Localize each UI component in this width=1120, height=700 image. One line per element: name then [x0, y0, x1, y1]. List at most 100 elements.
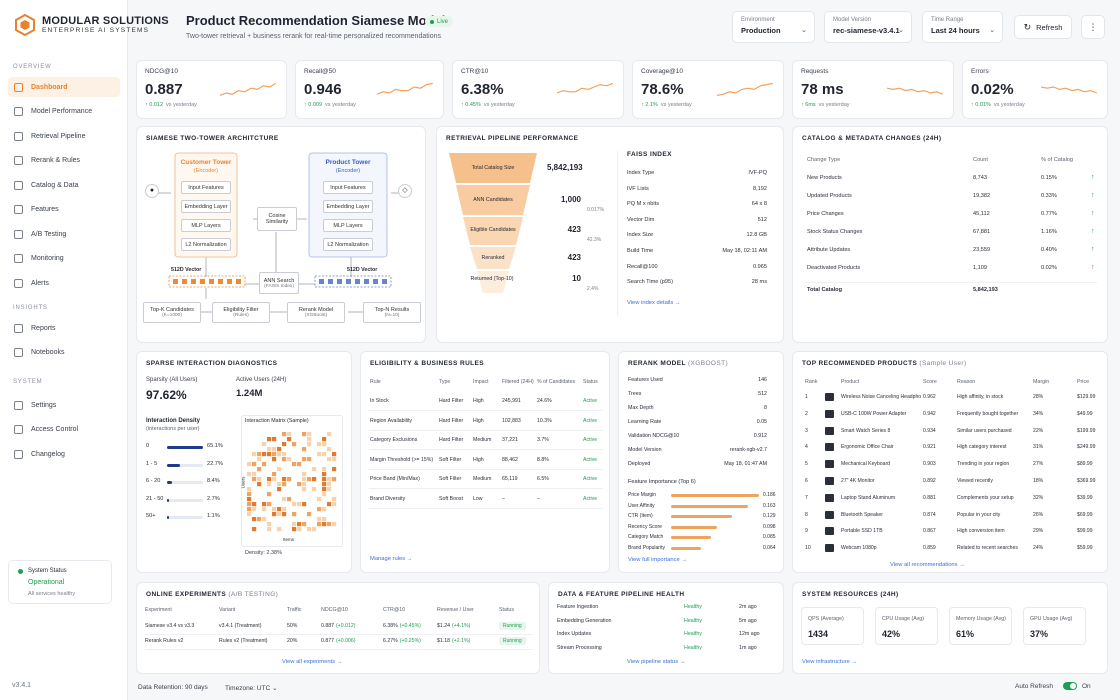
matrix-cell: [307, 477, 312, 482]
active-users-label: Active Users (24H): [236, 377, 287, 383]
rules-header: Filtered (24H): [502, 379, 534, 385]
matrix-cell: [262, 502, 267, 507]
user-icon: ●: [145, 184, 159, 198]
sparse-panel: SPARSE INTERACTION DIAGNOSTICS Sparsity …: [136, 351, 352, 573]
ann-search-subtitle: (FAISS Index): [264, 283, 294, 289]
refresh-button[interactable]: ↻ Refresh: [1014, 15, 1072, 39]
matrix-cell: [287, 437, 292, 442]
rerank-stat-key: Validation NDCG@10: [628, 433, 680, 439]
data-retention: Data Retention: 90 days: [138, 684, 208, 691]
top-product-cell: Portable SSD 1TB: [841, 528, 883, 535]
kpi-delta: ↑ 0.009 vs yesterday: [304, 102, 356, 108]
nav-item-retrieval-pipeline[interactable]: Retrieval Pipeline: [8, 126, 120, 146]
rule-cell: –: [537, 495, 540, 502]
density-bin-label: 21 - 50: [146, 495, 164, 502]
nav-item-a-b-testing[interactable]: A/B Testing: [8, 224, 120, 244]
manage-rules-label: Manage rules: [370, 556, 406, 562]
matrix-cell: [257, 482, 262, 487]
view-infrastructure-link[interactable]: View infrastructure →: [802, 659, 857, 665]
more-options-button[interactable]: ⋮: [1081, 15, 1105, 39]
nav-item-access-control[interactable]: Access Control: [8, 420, 120, 440]
nav-item-catalog-data[interactable]: Catalog & Data: [8, 175, 120, 195]
kpi-sparkline: [717, 82, 773, 96]
top-product-cell: Wireless Noise Canceling Headphones: [841, 394, 921, 400]
experiment-traffic: 50%: [287, 623, 298, 629]
top-products-header: Reason: [957, 379, 976, 385]
trend-arrow-icon: ↑: [1091, 192, 1095, 199]
brand-name: MODULAR SOLUTIONS: [42, 15, 169, 27]
kpi-card-0: NDCG@10 0.887 ↑ 0.012 vs yesterday: [136, 60, 287, 119]
top-products-title: TOP RECOMMENDED PRODUCTS (Sample User): [802, 360, 967, 367]
rerank-stat-key: Learning Rate: [628, 419, 662, 425]
density-subtitle: (interactions per user): [146, 426, 200, 432]
matrix-cell: [297, 482, 302, 487]
refresh-icon: ↻: [1023, 21, 1032, 32]
insights-label: Reports: [31, 324, 56, 332]
view-pipeline-status-link[interactable]: View pipeline status →: [627, 659, 686, 665]
view-index-details-link[interactable]: View index details →: [627, 300, 681, 306]
model-version-select[interactable]: Model Version rec-siamese-v3.4.1 ⌄: [824, 11, 912, 43]
matrix-cell: [302, 432, 307, 437]
matrix-cell: [272, 472, 277, 477]
environment-select[interactable]: Environment Production ⌄: [732, 11, 815, 43]
pipeline-stage: Index Updates: [557, 631, 592, 637]
time-range-select[interactable]: Time Range Last 24 hours ⌄: [922, 11, 1003, 43]
resource-label: Memory Usage (Avg): [956, 616, 1006, 622]
matrix-cell: [292, 527, 297, 532]
view-all-experiments-link[interactable]: View all experiments →: [282, 659, 342, 665]
catalog-icon: [14, 180, 23, 190]
rule-cell: Hard Filter: [439, 398, 464, 404]
kpi-card-3: Coverage@10 78.6% ↑ 2.1% vs yesterday: [632, 60, 784, 119]
faiss-value: IVF-PQ: [748, 170, 767, 176]
nav-item-reports[interactable]: Reports: [8, 318, 120, 338]
nav-item-dashboard[interactable]: Dashboard: [8, 77, 120, 97]
nav-item-changelog[interactable]: Changelog: [8, 444, 120, 464]
pipeline-updated: 2m ago: [739, 604, 757, 610]
nav-section-overview: OVERVIEW: [13, 64, 52, 70]
rule-row-divider: [369, 429, 603, 431]
product-thumbnail-icon: [825, 493, 834, 502]
matrix-cell: [332, 467, 337, 472]
rules-panel: ELIGIBILITY & BUSINESS RULES Rule Type Imp…: [360, 351, 610, 573]
nav-item-rerank-rules[interactable]: Rerank & Rules: [8, 151, 120, 171]
trend-arrow-icon: ↑: [1091, 228, 1095, 235]
matrix-cell: [267, 452, 272, 457]
matrix-cell: [332, 497, 337, 502]
matrix-cell: [287, 477, 292, 482]
manage-rules-link[interactable]: Manage rules →: [370, 556, 413, 562]
nav-item-alerts[interactable]: Alerts: [8, 273, 120, 293]
timezone-select[interactable]: Timezone: UTC ⌄: [225, 684, 278, 692]
auto-refresh-toggle[interactable]: [1063, 682, 1077, 690]
rule-cell: Active: [583, 437, 598, 443]
experiment-status: Running: [499, 637, 526, 645]
matrix-cell: [282, 477, 287, 482]
nav-item-notebooks[interactable]: Notebooks: [8, 343, 120, 363]
nav-item-features[interactable]: Features: [8, 200, 120, 220]
nav-item-monitoring[interactable]: Monitoring: [8, 249, 120, 269]
rules-header: Impact: [473, 379, 489, 385]
nav-item-settings[interactable]: Settings: [8, 395, 120, 415]
time-range-value: Last 24 hours: [931, 26, 980, 35]
retrieval-panel: RETRIEVAL PIPELINE PERFORMANCE Total Cat…: [436, 126, 784, 343]
matrix-cell: [307, 512, 312, 517]
experiment-row-divider: [145, 649, 533, 650]
matrix-cell: [332, 457, 337, 462]
timezone-label: Timezone: UTC: [225, 685, 271, 692]
changelog-icon: [14, 449, 23, 459]
experiment-name: Rerank Rules v2: [145, 638, 184, 644]
rule-cell: Brand Diversity: [370, 495, 406, 502]
funnel-percent: 0.017%: [587, 207, 604, 213]
top-product-cell: USB-C 100W Power Adapter: [841, 410, 907, 417]
catalog-count: 67,881: [973, 229, 991, 235]
matrix-cell: [302, 477, 307, 482]
nav-item-model-performance[interactable]: Model Performance: [8, 102, 120, 122]
top-product-cell: 26%: [1033, 511, 1044, 518]
view-all-recommendations-link[interactable]: View all recommendations →: [890, 562, 965, 568]
view-full-importance-link[interactable]: View full importance →: [628, 557, 687, 563]
matrix-cell: [272, 447, 277, 452]
faiss-value: 8,192: [753, 185, 767, 192]
trend-up-icon: ↑ 6ms: [801, 102, 816, 108]
kpi-delta-note: vs yesterday: [325, 102, 356, 108]
catalog-percent: 0.02%: [1041, 265, 1057, 271]
matrix-cell: [267, 447, 272, 452]
